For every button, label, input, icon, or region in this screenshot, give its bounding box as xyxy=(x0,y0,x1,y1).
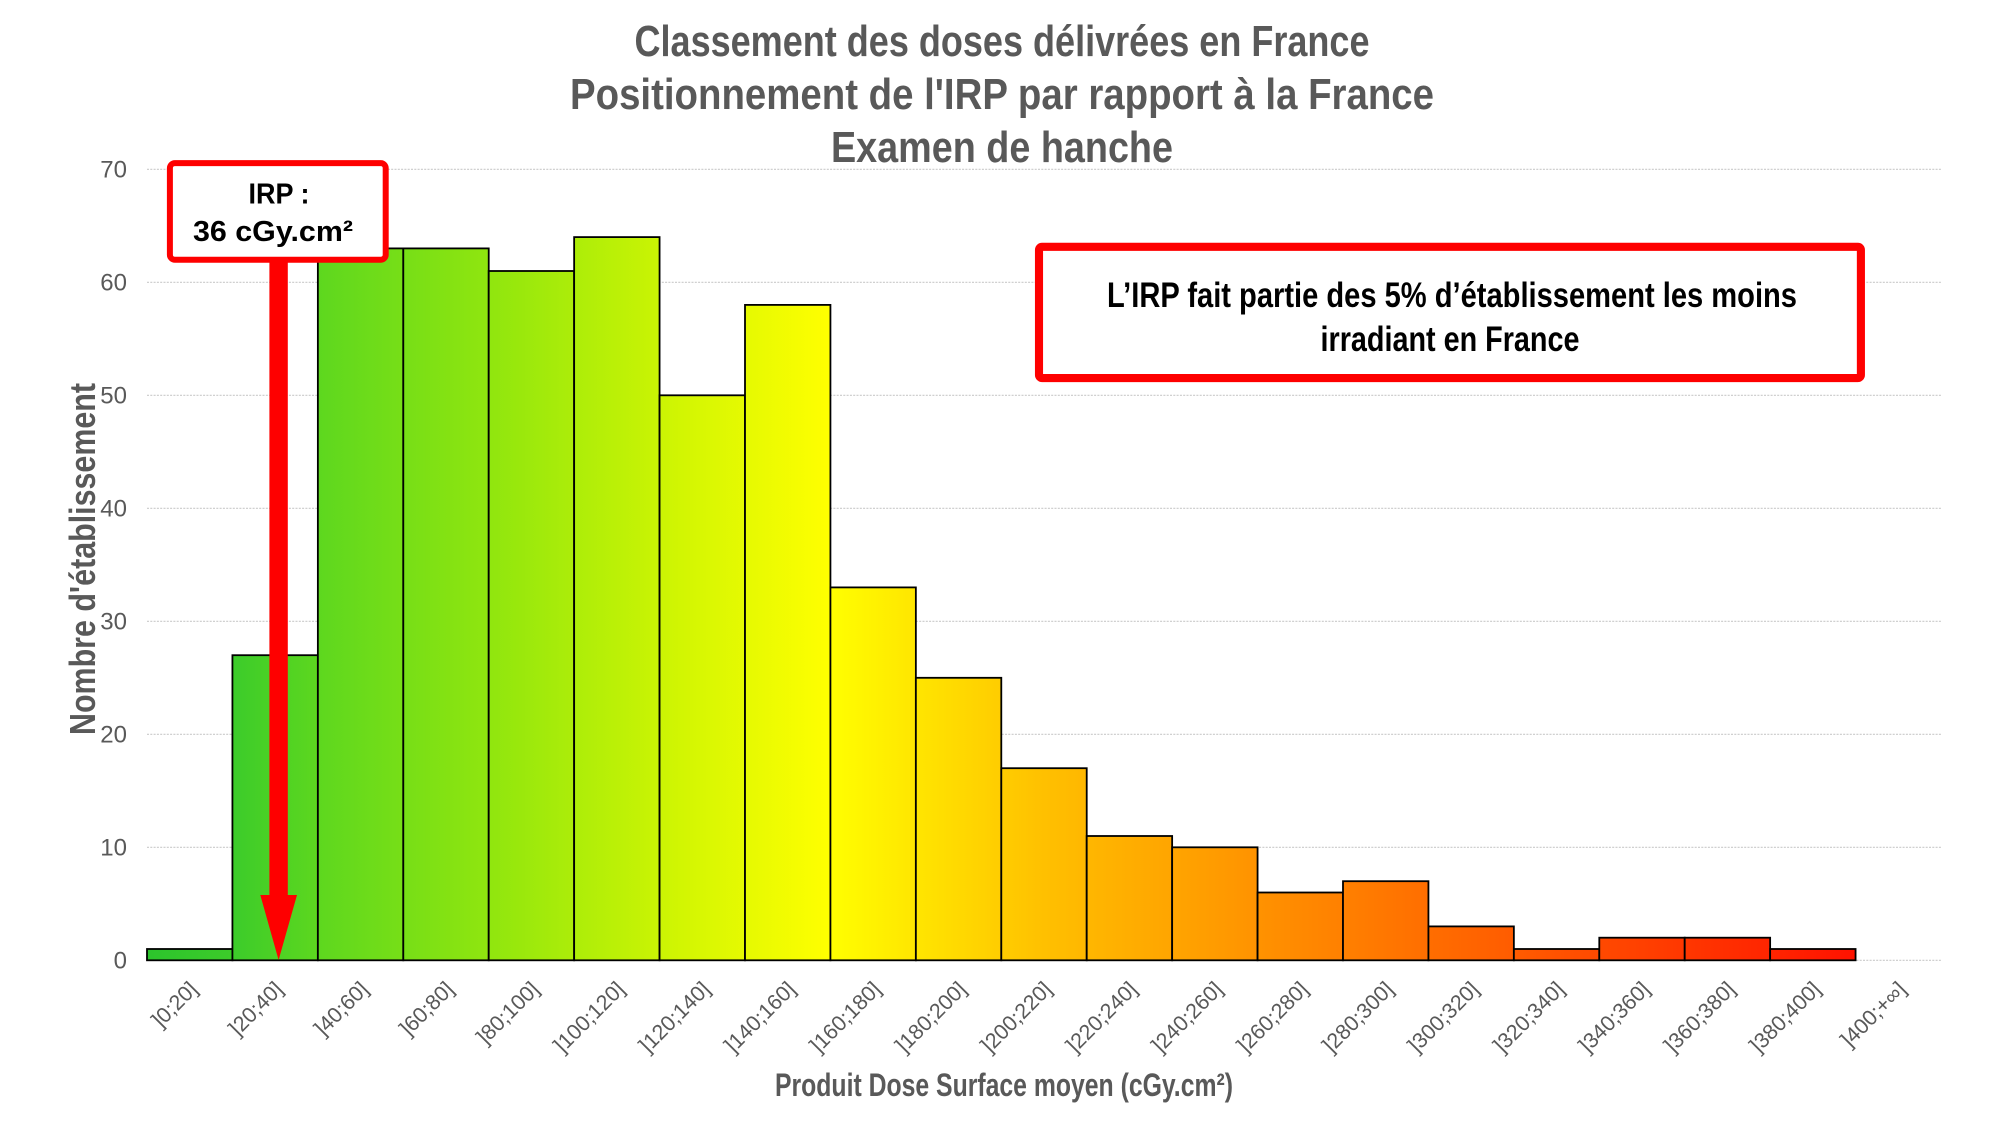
svg-text:IRP :: IRP : xyxy=(249,179,310,211)
svg-text:20: 20 xyxy=(100,721,127,748)
svg-text:10: 10 xyxy=(100,834,127,861)
svg-text:0: 0 xyxy=(114,947,127,974)
svg-text:Classement des doses délivrées: Classement des doses délivrées en France xyxy=(635,17,1370,66)
svg-text:60: 60 xyxy=(100,269,127,296)
svg-text:30: 30 xyxy=(100,608,127,635)
svg-text:70: 70 xyxy=(100,156,127,183)
svg-text:Produit Dose Surface moyen (cG: Produit Dose Surface moyen (cGy.cm²) xyxy=(775,1067,1233,1103)
svg-text:50: 50 xyxy=(100,382,127,409)
svg-text:Examen de hanche: Examen de hanche xyxy=(831,123,1173,172)
svg-text:L’IRP fait partie des 5% d’éta: L’IRP fait partie des 5% d’établissement… xyxy=(1107,276,1797,315)
svg-text:40: 40 xyxy=(100,495,127,522)
svg-text:irradiant en France: irradiant en France xyxy=(1321,320,1580,359)
svg-text:Positionnement de l'IRP par ra: Positionnement de l'IRP par rapport à la… xyxy=(570,70,1434,119)
svg-text:Nombre d'établissement: Nombre d'établissement xyxy=(62,383,103,735)
svg-text:36 cGy.cm²: 36 cGy.cm² xyxy=(193,216,353,248)
